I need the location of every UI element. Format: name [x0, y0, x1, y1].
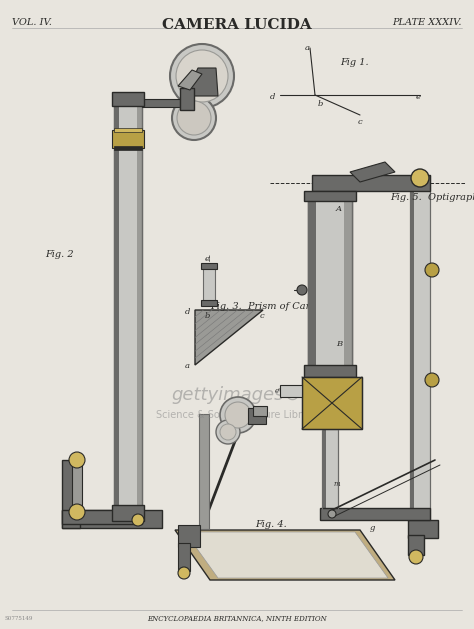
Bar	[304, 191, 356, 201]
Bar	[308, 192, 316, 367]
Bar	[72, 462, 82, 510]
Text: PLATE XXXIV.: PLATE XXXIV.	[392, 18, 462, 27]
Text: c: c	[358, 118, 363, 126]
Text: B: B	[336, 340, 342, 348]
Bar	[62, 510, 162, 528]
Circle shape	[328, 510, 336, 518]
Bar	[112, 505, 144, 521]
Circle shape	[297, 285, 307, 295]
Circle shape	[425, 263, 439, 277]
Text: e: e	[205, 255, 210, 263]
Bar	[410, 175, 430, 525]
Bar	[304, 365, 356, 377]
Text: gettyimages®: gettyimages®	[172, 386, 302, 404]
Circle shape	[411, 169, 429, 187]
Text: S0775149: S0775149	[5, 616, 34, 621]
Bar	[248, 408, 266, 424]
Circle shape	[220, 424, 236, 440]
Circle shape	[220, 397, 256, 433]
Bar	[137, 95, 142, 515]
Bar	[408, 535, 424, 555]
Bar	[320, 508, 430, 520]
Bar	[114, 128, 142, 132]
Bar	[410, 175, 414, 525]
Text: a: a	[305, 44, 310, 52]
Text: Fig. 3.  Prism of Camera: Fig. 3. Prism of Camera	[210, 302, 331, 311]
Bar	[114, 95, 142, 515]
Bar	[137, 95, 142, 517]
Polygon shape	[185, 532, 388, 578]
Bar	[62, 510, 142, 524]
Bar	[114, 95, 142, 517]
Bar	[312, 175, 430, 191]
Bar	[408, 520, 438, 538]
Bar	[178, 525, 200, 547]
Text: A: A	[336, 205, 342, 213]
Circle shape	[178, 567, 190, 579]
Polygon shape	[178, 70, 202, 90]
Bar	[178, 543, 190, 571]
Circle shape	[69, 504, 85, 520]
Circle shape	[216, 420, 240, 444]
Polygon shape	[195, 310, 263, 365]
Polygon shape	[175, 530, 395, 580]
Circle shape	[132, 514, 144, 526]
Bar	[280, 385, 302, 397]
Bar	[112, 130, 144, 148]
Circle shape	[170, 44, 234, 108]
Circle shape	[225, 402, 251, 428]
Bar	[322, 429, 338, 511]
Text: c: c	[260, 312, 265, 320]
Bar	[302, 377, 362, 429]
Text: a: a	[185, 362, 190, 370]
Bar	[114, 146, 142, 150]
Text: Science & Society Picture Library: Science & Society Picture Library	[156, 410, 318, 420]
Text: b: b	[205, 312, 210, 320]
Circle shape	[425, 373, 439, 387]
Bar	[142, 99, 180, 107]
Text: m: m	[334, 480, 341, 488]
Bar	[114, 95, 119, 515]
Bar	[201, 300, 217, 306]
Text: d: d	[270, 93, 275, 101]
Text: ENCYCLOPAEDIA BRITANNICA, NINTH EDITION: ENCYCLOPAEDIA BRITANNICA, NINTH EDITION	[147, 614, 327, 622]
Polygon shape	[185, 68, 218, 96]
Circle shape	[177, 101, 211, 135]
Circle shape	[176, 50, 228, 102]
Polygon shape	[350, 162, 395, 182]
Bar	[344, 192, 352, 367]
Text: e: e	[416, 93, 421, 101]
Bar	[112, 92, 144, 106]
Bar	[302, 377, 362, 429]
Text: Fig. 5.  Optigraph: Fig. 5. Optigraph	[390, 193, 474, 202]
Bar	[114, 95, 119, 517]
Text: VOL. IV.: VOL. IV.	[12, 18, 52, 27]
Circle shape	[409, 550, 423, 564]
Text: g: g	[370, 524, 375, 532]
Bar	[322, 429, 326, 511]
Bar	[201, 263, 217, 269]
Circle shape	[172, 96, 216, 140]
Bar	[180, 88, 194, 110]
Text: e': e'	[275, 387, 281, 395]
Circle shape	[69, 452, 85, 468]
Bar	[199, 414, 209, 529]
Bar	[253, 406, 267, 416]
Text: d: d	[185, 308, 191, 316]
Text: Fig 1.: Fig 1.	[340, 58, 369, 67]
Bar	[62, 460, 80, 528]
Bar	[308, 192, 352, 367]
Text: Fig. 4.: Fig. 4.	[255, 520, 287, 529]
Text: b: b	[318, 100, 323, 108]
Text: Fig. 2: Fig. 2	[45, 250, 73, 259]
Text: CAMERA LUCIDA: CAMERA LUCIDA	[162, 18, 312, 32]
Bar	[203, 265, 215, 305]
